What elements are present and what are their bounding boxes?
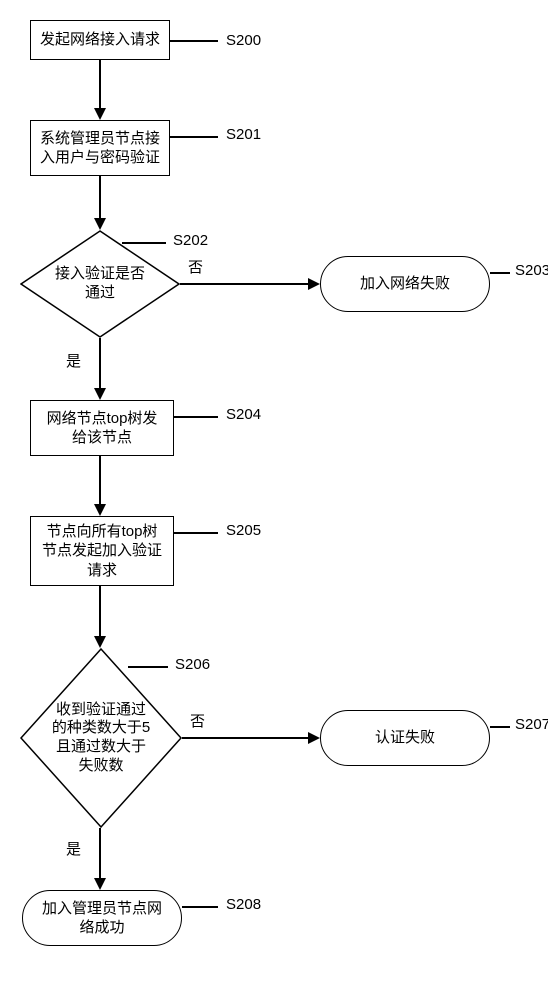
node-s200: 发起网络接入请求 <box>30 20 170 60</box>
edge-line-2 <box>99 338 101 390</box>
node-s201: 系统管理员节点接入用户与密码验证 <box>30 120 170 176</box>
flowchart-container: 发起网络接入请求 S200 系统管理员节点接入用户与密码验证 S201 接入验证是否通过… <box>20 20 528 980</box>
lead-s206 <box>128 666 168 668</box>
step-label-s204: S204 <box>226 406 261 423</box>
step-label-s200: S200 <box>226 32 261 49</box>
node-s207: 认证失败 <box>320 710 490 766</box>
lead-s201 <box>170 136 218 138</box>
lead-s205 <box>174 532 218 534</box>
step-label-s206: S206 <box>175 656 210 673</box>
edge-line-7 <box>182 737 310 739</box>
lead-s204 <box>174 416 218 418</box>
node-s205: 节点向所有top树节点发起加入验证请求 <box>30 516 174 586</box>
edge-head-4 <box>94 504 106 516</box>
node-s204: 网络节点top树发给该节点 <box>30 400 174 456</box>
edge-head-2 <box>94 388 106 400</box>
edge-line-4 <box>99 456 101 506</box>
edge-head-0 <box>94 108 106 120</box>
edge-head-1 <box>94 218 106 230</box>
edge-head-7 <box>308 732 320 744</box>
edge-label-7: 否 <box>190 710 205 731</box>
edge-line-0 <box>99 60 101 110</box>
lead-s202 <box>122 242 166 244</box>
step-label-s208: S208 <box>226 896 261 913</box>
edge-label-6: 是 <box>66 838 81 859</box>
node-s208: 加入管理员节点网络成功 <box>22 890 182 946</box>
edge-head-3 <box>308 278 320 290</box>
node-s206: 收到验证通过的种类数大于5且通过数大于失败数 <box>20 648 182 828</box>
edge-head-6 <box>94 878 106 890</box>
lead-s207 <box>490 726 510 728</box>
step-label-s207: S207 <box>515 716 548 733</box>
step-label-s201: S201 <box>226 126 261 143</box>
edge-line-6 <box>99 828 101 880</box>
edge-head-5 <box>94 636 106 648</box>
edge-label-3: 否 <box>188 256 203 277</box>
edge-line-1 <box>99 176 101 220</box>
node-s203: 加入网络失败 <box>320 256 490 312</box>
edge-line-5 <box>99 586 101 638</box>
step-label-s202: S202 <box>173 232 208 249</box>
lead-s203 <box>490 272 510 274</box>
step-label-s203: S203 <box>515 262 548 279</box>
edge-line-3 <box>180 283 310 285</box>
lead-s200 <box>170 40 218 42</box>
step-label-s205: S205 <box>226 522 261 539</box>
node-s202: 接入验证是否通过 <box>20 230 180 338</box>
edge-label-2: 是 <box>66 350 81 371</box>
lead-s208 <box>182 906 218 908</box>
